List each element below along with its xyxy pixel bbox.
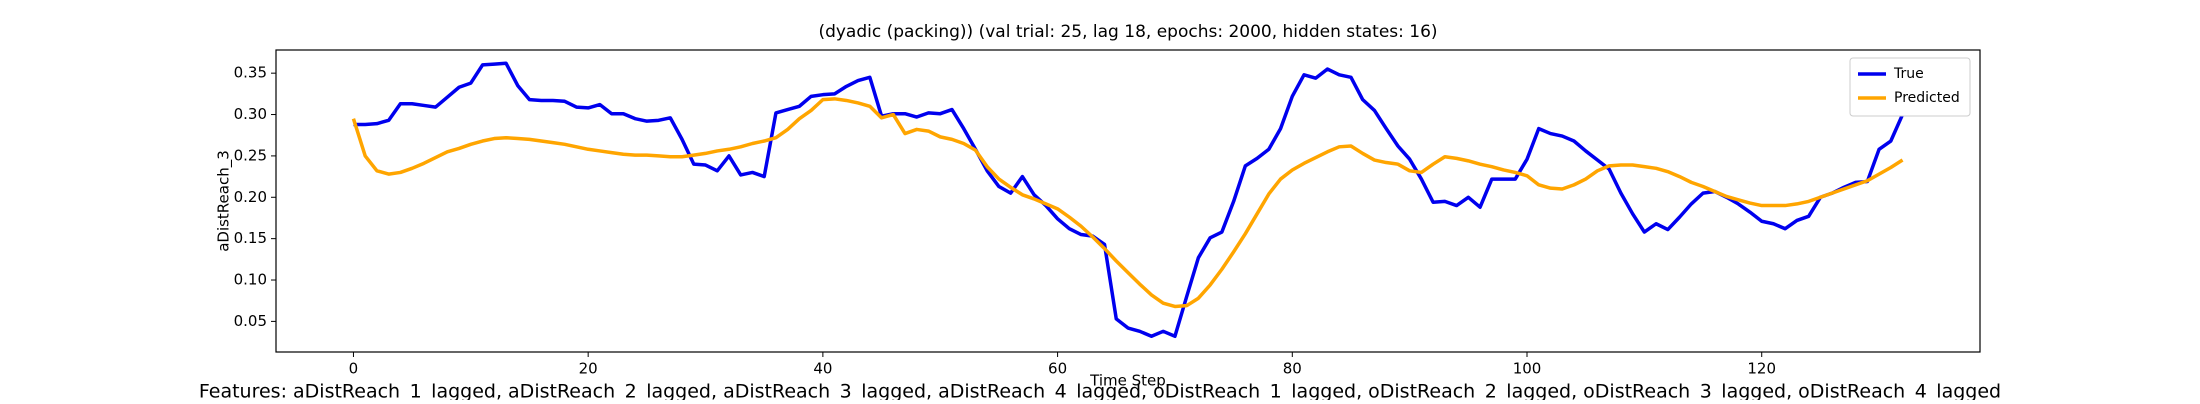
x-tick-label: 120 <box>1747 360 1776 378</box>
y-tick-label: 0.25 <box>234 146 267 164</box>
y-tick-label: 0.20 <box>234 188 267 206</box>
y-tick-label: 0.15 <box>234 229 267 247</box>
x-tick-label: 0 <box>349 360 359 378</box>
x-tick-label: 100 <box>1513 360 1542 378</box>
x-axis-label: Time Step <box>1089 372 1166 390</box>
x-tick-label: 40 <box>813 360 832 378</box>
x-tick-label: 60 <box>1048 360 1067 378</box>
footnote: Features: aDistReach_1_lagged, aDistReac… <box>199 381 2001 401</box>
series-line <box>351 97 1904 309</box>
y-tick-label: 0.05 <box>234 312 267 330</box>
legend-label: True <box>1893 66 1924 82</box>
y-tick-label: 0.35 <box>234 64 267 82</box>
plot-frame <box>275 49 1981 353</box>
x-tick-label: 20 <box>579 360 598 378</box>
y-tick-label: 0.30 <box>234 105 267 123</box>
x-tick-label: 80 <box>1283 360 1302 378</box>
legend-label: Predicted <box>1894 90 1960 106</box>
chart-title: (dyadic (packing)) (val trial: 25, lag 1… <box>818 22 1437 42</box>
y-axis-label: aDistReach_3 <box>215 150 234 252</box>
series-line <box>353 61 1905 339</box>
y-tick-label: 0.10 <box>234 271 267 289</box>
